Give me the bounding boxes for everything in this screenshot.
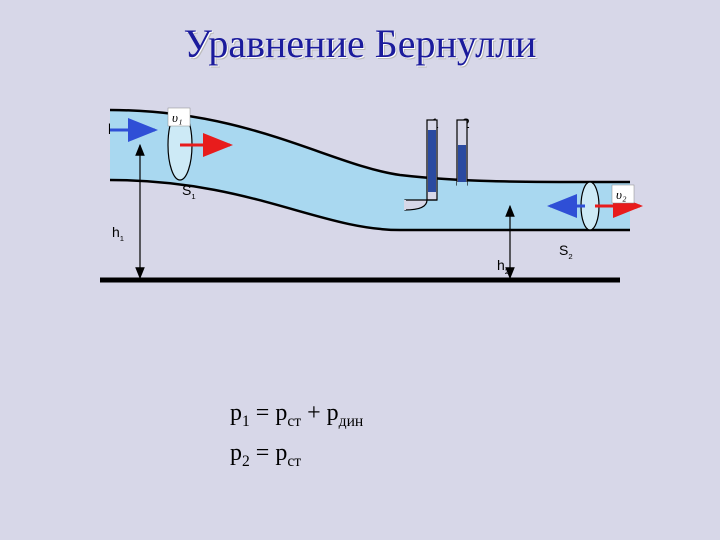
svg-text:υ₂: υ₂ [616,187,627,202]
svg-text:υ₁: υ₁ [172,110,183,125]
page-title: Уравнение Бернулли [0,20,720,67]
bernoulli-diagram: υ₁ υ₂ [100,90,660,300]
equation-1: p1 = pст + pдин [230,400,363,431]
equation-2: p2 = pст [230,440,301,471]
